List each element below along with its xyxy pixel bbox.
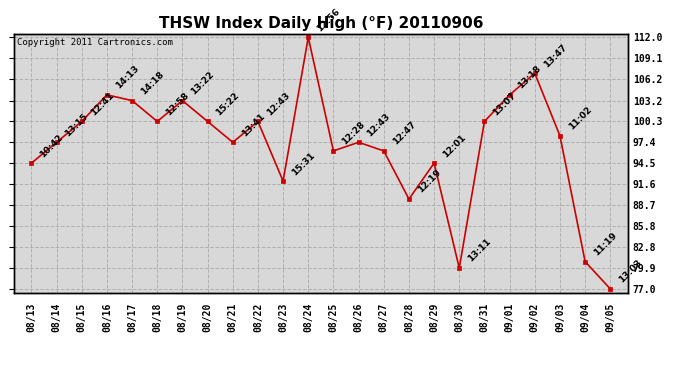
Text: 11:02: 11:02 [567, 105, 593, 132]
Text: 13:18: 13:18 [517, 64, 543, 91]
Text: 13:11: 13:11 [466, 237, 493, 264]
Title: THSW Index Daily High (°F) 20110906: THSW Index Daily High (°F) 20110906 [159, 16, 483, 31]
Text: 13:22: 13:22 [189, 70, 216, 96]
Text: 11:19: 11:19 [592, 231, 619, 257]
Text: 13:03: 13:03 [618, 258, 644, 285]
Text: 14:18: 14:18 [139, 70, 166, 96]
Text: 15:31: 15:31 [290, 150, 317, 177]
Text: 15:22: 15:22 [215, 91, 241, 117]
Text: 12:43: 12:43 [366, 111, 392, 138]
Text: 10:42: 10:42 [39, 132, 65, 159]
Text: 13:07: 13:07 [491, 91, 518, 117]
Text: 12:28: 12:28 [340, 120, 367, 147]
Text: 13:41: 13:41 [239, 111, 266, 138]
Text: Copyright 2011 Cartronics.com: Copyright 2011 Cartronics.com [17, 38, 172, 46]
Text: 13:47: 13:47 [542, 42, 569, 69]
Text: 12:19: 12:19 [416, 168, 442, 195]
Text: 14:13: 14:13 [114, 64, 141, 91]
Text: 13:15: 13:15 [63, 111, 90, 138]
Text: 12:58: 12:58 [164, 91, 191, 117]
Text: 12:43: 12:43 [265, 91, 292, 117]
Text: 12:41: 12:41 [89, 91, 115, 117]
Text: 12:01: 12:01 [441, 132, 468, 159]
Text: 12:56: 12:56 [315, 7, 342, 33]
Text: 12:47: 12:47 [391, 120, 417, 147]
